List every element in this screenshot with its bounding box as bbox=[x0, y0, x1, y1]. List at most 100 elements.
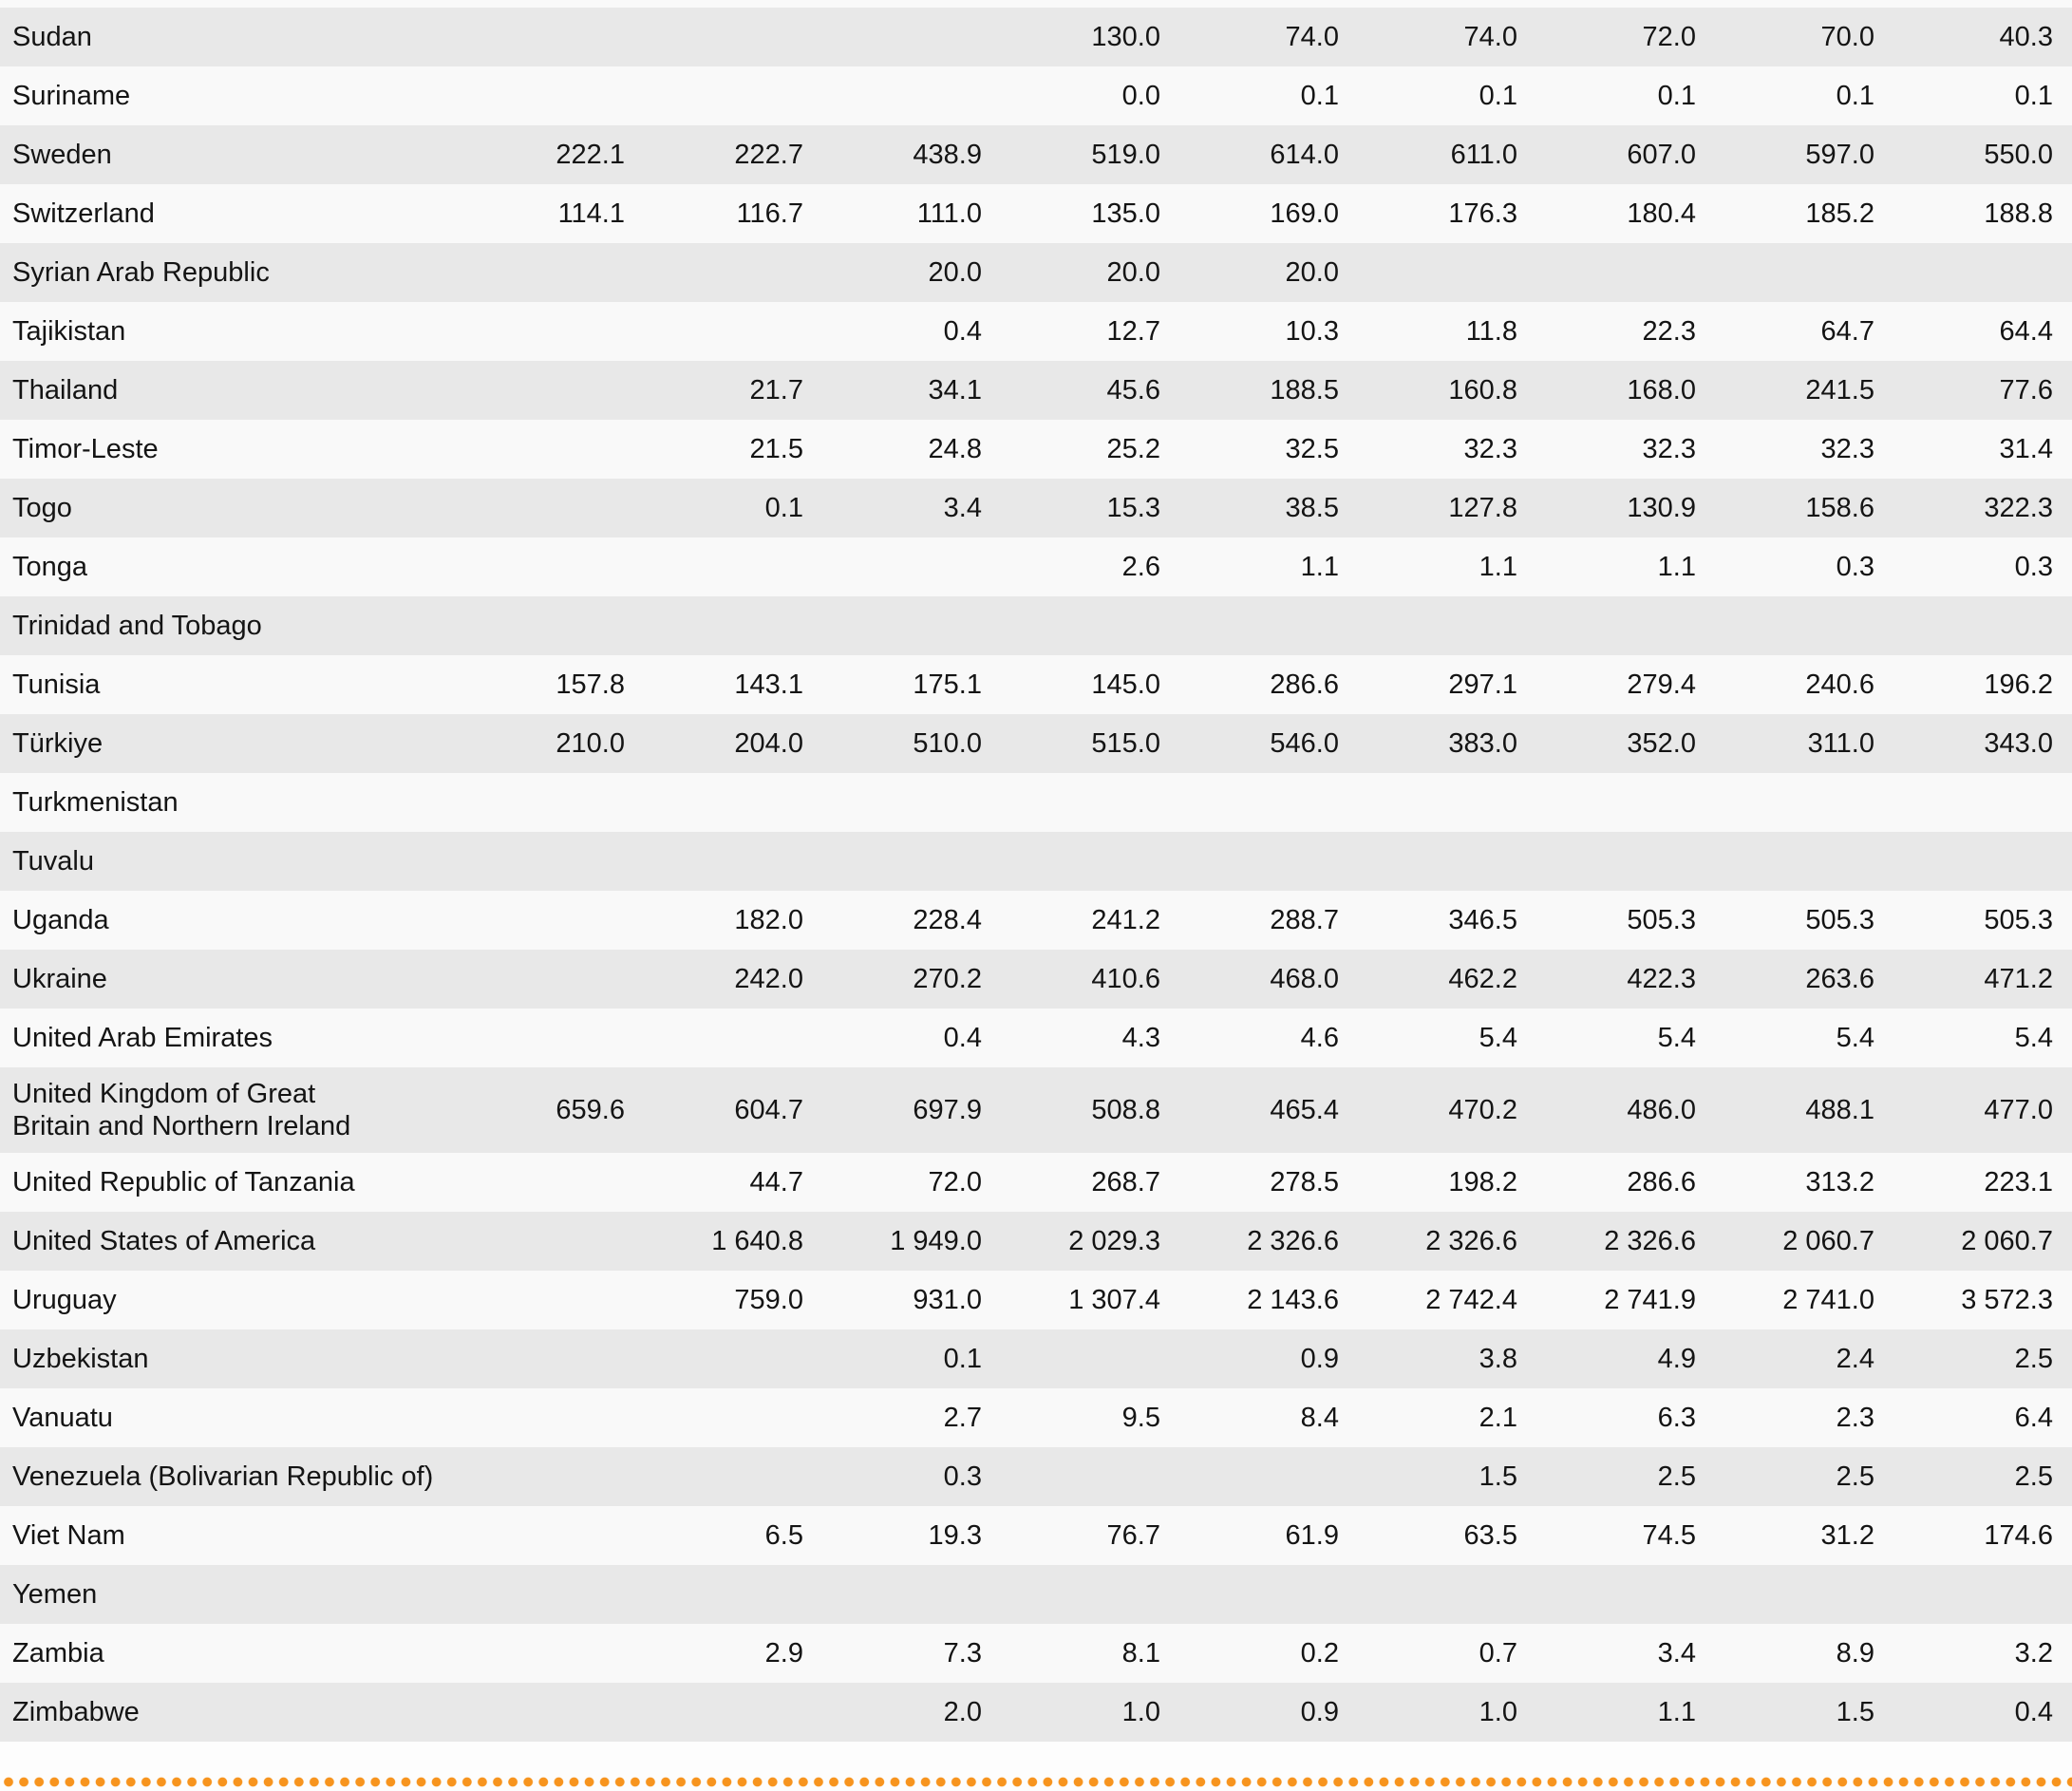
value-cell bbox=[982, 1565, 1160, 1624]
table-row: Tuvalu bbox=[0, 832, 2072, 891]
value-cell: 2.0 bbox=[803, 1683, 982, 1742]
value-cell: 130.9 bbox=[1517, 479, 1696, 537]
value-cell: 158.6 bbox=[1696, 479, 1874, 537]
value-cell: 5.4 bbox=[1339, 1009, 1517, 1067]
value-cell: 1.0 bbox=[1339, 1683, 1517, 1742]
value-cell: 0.4 bbox=[803, 302, 982, 361]
country-name: United Republic of Tanzania bbox=[0, 1153, 446, 1212]
value-cell bbox=[803, 537, 982, 596]
country-table: Sudan 130.0 74.0 74.0 72.0 70.0 40.3 Suriname 0.… bbox=[0, 8, 2072, 1742]
value-cell: 0.3 bbox=[1874, 537, 2072, 596]
table-row: Tajikistan 0.4 12.7 10.3 11.8 22.3 64.7 64.4 bbox=[0, 302, 2072, 361]
value-cell: 471.2 bbox=[1874, 950, 2072, 1009]
value-cell: 8.1 bbox=[982, 1624, 1160, 1683]
value-cell: 2.6 bbox=[982, 537, 1160, 596]
value-cell: 34.1 bbox=[803, 361, 982, 420]
value-cell: 70.0 bbox=[1696, 8, 1874, 66]
value-cell bbox=[446, 1212, 625, 1271]
value-cell: 1.1 bbox=[1339, 537, 1517, 596]
value-cell: 477.0 bbox=[1874, 1067, 2072, 1153]
value-cell: 5.4 bbox=[1696, 1009, 1874, 1067]
value-cell bbox=[446, 891, 625, 950]
value-cell: 204.0 bbox=[625, 714, 803, 773]
value-cell: 2.7 bbox=[803, 1388, 982, 1447]
value-cell: 931.0 bbox=[803, 1271, 982, 1329]
country-table-body: Sudan 130.0 74.0 74.0 72.0 70.0 40.3 Suriname 0.… bbox=[0, 8, 2072, 1742]
table-row: Turkmenistan bbox=[0, 773, 2072, 832]
value-cell: 0.1 bbox=[1874, 66, 2072, 125]
value-cell: 74.0 bbox=[1160, 8, 1339, 66]
value-cell: 486.0 bbox=[1517, 1067, 1696, 1153]
value-cell: 0.3 bbox=[803, 1447, 982, 1506]
table-row: Suriname 0.0 0.1 0.1 0.1 0.1 0.1 bbox=[0, 66, 2072, 125]
value-cell bbox=[803, 1565, 982, 1624]
value-cell bbox=[446, 596, 625, 655]
value-cell bbox=[1517, 1565, 1696, 1624]
value-cell: 2 326.6 bbox=[1160, 1212, 1339, 1271]
value-cell: 3.2 bbox=[1874, 1624, 2072, 1683]
value-cell: 465.4 bbox=[1160, 1067, 1339, 1153]
value-cell: 74.0 bbox=[1339, 8, 1517, 66]
country-name: Uzbekistan bbox=[0, 1329, 446, 1388]
value-cell bbox=[803, 596, 982, 655]
value-cell bbox=[625, 832, 803, 891]
value-cell: 168.0 bbox=[1517, 361, 1696, 420]
value-cell: 198.2 bbox=[1339, 1153, 1517, 1212]
country-name: Syrian Arab Republic bbox=[0, 243, 446, 302]
value-cell: 114.1 bbox=[446, 184, 625, 243]
value-cell: 228.4 bbox=[803, 891, 982, 950]
value-cell: 438.9 bbox=[803, 125, 982, 184]
value-cell: 5.4 bbox=[1874, 1009, 2072, 1067]
value-cell: 2.5 bbox=[1874, 1329, 2072, 1388]
country-name: Türkiye bbox=[0, 714, 446, 773]
value-cell: 1.1 bbox=[1160, 537, 1339, 596]
country-name: Tuvalu bbox=[0, 832, 446, 891]
value-cell: 286.6 bbox=[1160, 655, 1339, 714]
value-cell bbox=[446, 1565, 625, 1624]
value-cell bbox=[1339, 773, 1517, 832]
value-cell: 135.0 bbox=[982, 184, 1160, 243]
value-cell: 11.8 bbox=[1339, 302, 1517, 361]
value-cell: 22.3 bbox=[1517, 302, 1696, 361]
value-cell: 240.6 bbox=[1696, 655, 1874, 714]
value-cell: 116.7 bbox=[625, 184, 803, 243]
value-cell: 505.3 bbox=[1696, 891, 1874, 950]
value-cell bbox=[982, 773, 1160, 832]
value-cell: 607.0 bbox=[1517, 125, 1696, 184]
value-cell: 182.0 bbox=[625, 891, 803, 950]
value-cell: 519.0 bbox=[982, 125, 1160, 184]
value-cell: 0.1 bbox=[625, 479, 803, 537]
value-cell: 0.9 bbox=[1160, 1683, 1339, 1742]
value-cell bbox=[446, 361, 625, 420]
table-row: Uganda 182.0 228.4 241.2 288.7 346.5 505.3 505.… bbox=[0, 891, 2072, 950]
value-cell: 0.7 bbox=[1339, 1624, 1517, 1683]
value-cell bbox=[446, 243, 625, 302]
value-cell: 1 949.0 bbox=[803, 1212, 982, 1271]
value-cell: 2 060.7 bbox=[1696, 1212, 1874, 1271]
value-cell: 2.5 bbox=[1517, 1447, 1696, 1506]
country-name: Yemen bbox=[0, 1565, 446, 1624]
value-cell bbox=[1696, 596, 1874, 655]
value-cell: 508.8 bbox=[982, 1067, 1160, 1153]
table-row: Zimbabwe 2.0 1.0 0.9 1.0 1.1 1.5 0.4 bbox=[0, 1683, 2072, 1742]
country-name: Venezuela (Bolivarian Republic of) bbox=[0, 1447, 446, 1506]
table-row: Tonga 2.6 1.1 1.1 1.1 0.3 0.3 bbox=[0, 537, 2072, 596]
value-cell: 383.0 bbox=[1339, 714, 1517, 773]
value-cell: 19.3 bbox=[803, 1506, 982, 1565]
value-cell: 12.7 bbox=[982, 302, 1160, 361]
value-cell: 8.9 bbox=[1696, 1624, 1874, 1683]
value-cell: 241.5 bbox=[1696, 361, 1874, 420]
value-cell: 263.6 bbox=[1696, 950, 1874, 1009]
value-cell bbox=[1696, 243, 1874, 302]
value-cell bbox=[446, 773, 625, 832]
country-name: Uganda bbox=[0, 891, 446, 950]
value-cell bbox=[625, 302, 803, 361]
value-cell: 268.7 bbox=[982, 1153, 1160, 1212]
table-row: Uzbekistan 0.1 0.9 3.8 4.9 2.4 2.5 bbox=[0, 1329, 2072, 1388]
value-cell: 0.4 bbox=[1874, 1683, 2072, 1742]
value-cell: 2 143.6 bbox=[1160, 1271, 1339, 1329]
value-cell: 0.1 bbox=[803, 1329, 982, 1388]
value-cell: 468.0 bbox=[1160, 950, 1339, 1009]
value-cell bbox=[803, 832, 982, 891]
